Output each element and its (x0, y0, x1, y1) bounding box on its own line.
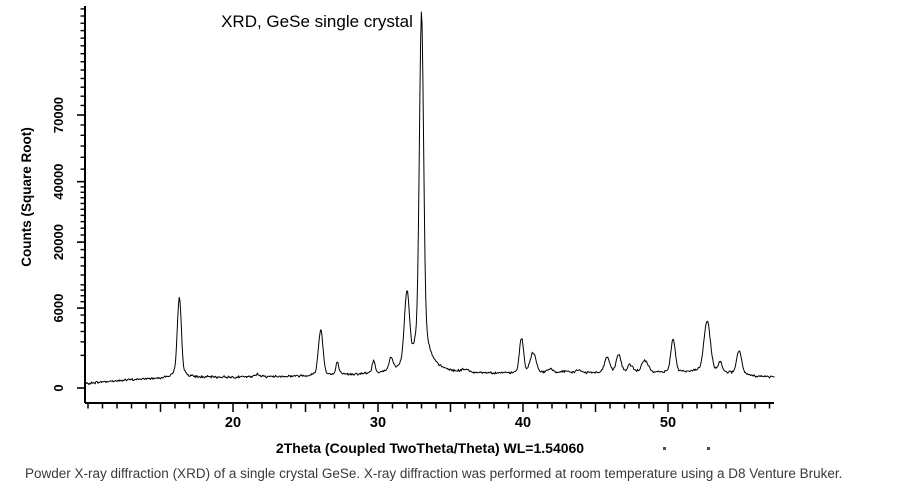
y-tick-label: 20000 (51, 224, 66, 260)
x-axis: 20 30 40 50 (85, 402, 774, 431)
y-tick-label: 40000 (51, 164, 66, 200)
y-tick-label: 6000 (51, 294, 66, 323)
xrd-chart: XRD, GeSe single crystal 0 6000 20000 40000… (19, 6, 775, 456)
y-tick-label: 70000 (51, 97, 66, 133)
y-axis-title: Counts (Square Root) (19, 127, 34, 267)
figure-caption: Powder X-ray diffraction (XRD) of a sing… (25, 466, 843, 481)
stray-dot (707, 447, 710, 450)
x-tick-label: 50 (660, 415, 676, 431)
stray-dot (663, 447, 666, 450)
x-tick-label: 30 (370, 415, 386, 431)
y-axis: 0 6000 20000 40000 70000 (51, 6, 86, 403)
x-axis-title: 2Theta (Coupled TwoTheta/Theta) WL=1.540… (276, 440, 584, 456)
chart-title: XRD, GeSe single crystal (221, 12, 413, 31)
x-tick-label: 40 (515, 415, 531, 431)
xrd-trace (84, 11, 775, 385)
y-tick-label: 0 (51, 384, 66, 391)
x-tick-label: 20 (225, 415, 241, 431)
